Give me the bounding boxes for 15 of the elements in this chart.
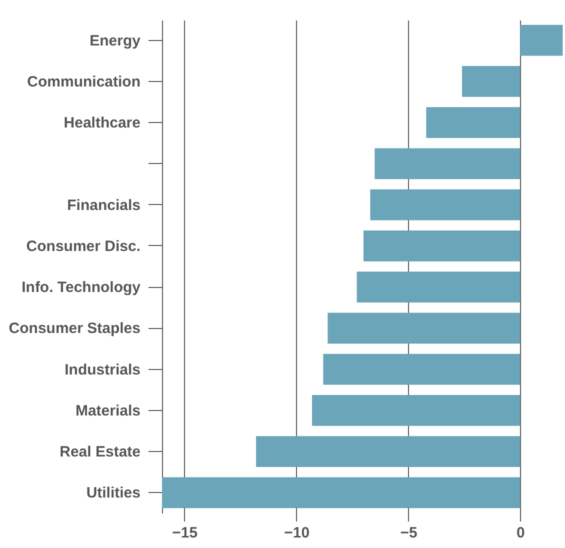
x-tick-label: −5 [400, 524, 418, 542]
y-tick-label: Materials [75, 402, 140, 420]
y-tick-label: Consumer Disc. [26, 238, 140, 255]
x-tick-label: −10 [284, 524, 310, 542]
y-tick-label: Communication [27, 73, 140, 90]
y-tick-label: Industrials [64, 361, 140, 378]
x-tick-label: 0 [516, 524, 525, 542]
y-tick-label: Real Estate [60, 444, 140, 461]
y-tick-label: Energy [90, 32, 142, 50]
y-tick-label: Info. Technology [22, 279, 142, 296]
x-tick-label: −15 [172, 524, 198, 542]
y-tick-label: Healthcare [64, 114, 140, 132]
y-tick-label: Consumer Staples [8, 320, 140, 338]
y-tick-label: Financials [67, 196, 140, 214]
y-tick-label: Utilities [86, 484, 140, 502]
